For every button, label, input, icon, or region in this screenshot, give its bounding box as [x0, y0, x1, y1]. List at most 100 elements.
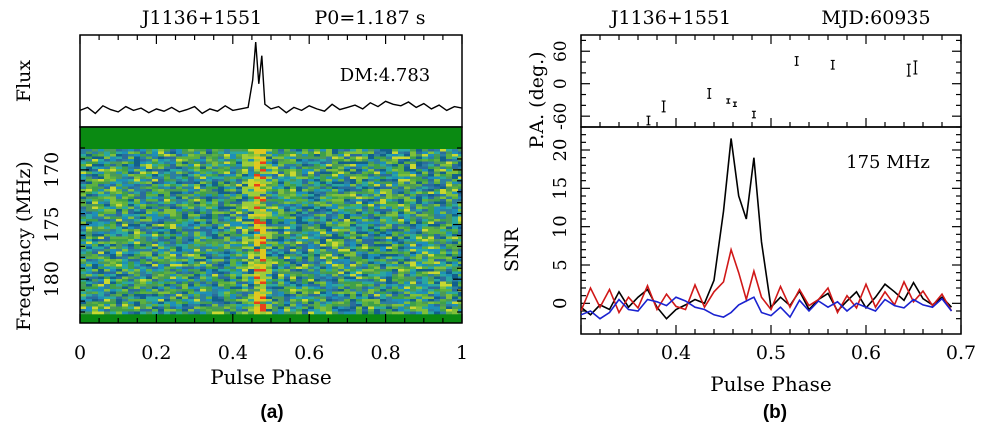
spectrum-pixel	[452, 231, 459, 235]
spectrum-pixel	[284, 206, 291, 210]
spectrum-pixel	[266, 156, 273, 160]
spectrum-pixel	[284, 239, 291, 242]
spectrum-pixel	[158, 219, 165, 222]
spectrum-pixel	[212, 254, 219, 257]
spectrum-pixel	[374, 189, 381, 192]
spectrum-pixel	[128, 289, 135, 292]
spectrum-pixel	[422, 224, 429, 227]
spectrum-pixel	[434, 234, 441, 237]
spectrum-pixel	[398, 246, 405, 250]
spectrum-pixel	[320, 244, 327, 247]
spectrum-pixel	[128, 266, 135, 270]
spectrum-pixel	[458, 236, 462, 240]
spectrum-pixel	[236, 276, 243, 280]
spectrum-pixel	[110, 149, 117, 152]
spectrum-pixel	[206, 221, 213, 225]
spectrum-pixel	[98, 231, 105, 235]
spectrum-pixel	[98, 261, 105, 265]
spectrum-pixel	[428, 209, 435, 212]
spectrum-pixel	[242, 171, 249, 175]
spectrum-pixel	[374, 164, 381, 167]
spectrum-pixel	[320, 194, 327, 197]
spectrum-pixel	[92, 239, 99, 242]
spectrum-pixel	[134, 201, 141, 205]
spectrum-pixel	[200, 246, 207, 250]
spectrum-pixel	[146, 291, 153, 295]
spectrum-pixel	[128, 274, 135, 277]
spectrum-pixel	[122, 254, 129, 257]
spectrum-pixel	[440, 306, 447, 310]
spectrum-pixel	[284, 306, 291, 310]
spectrum-pixel	[224, 289, 231, 292]
spectrum-pixel	[404, 294, 411, 297]
spectrum-pixel	[176, 166, 183, 170]
spectrum-pixel	[320, 234, 327, 237]
spectrum-pixel	[458, 189, 462, 192]
spectrum-pixel	[254, 241, 261, 245]
spectrum-pixel	[356, 166, 363, 170]
spectrum-pixel	[110, 201, 117, 205]
spectrum-pixel	[164, 304, 171, 307]
spectrum-pixel	[110, 309, 117, 312]
spectrum-pixel	[86, 254, 93, 257]
spectrum-pixel	[182, 254, 189, 257]
spectrum-pixel	[440, 234, 447, 237]
spectrum-pixel	[326, 224, 333, 227]
spectrum-pixel	[260, 306, 267, 310]
spectrum-pixel	[224, 286, 231, 290]
spectrum-pixel	[290, 246, 297, 250]
spectrum-pixel	[242, 261, 249, 265]
spectrum-pixel	[398, 166, 405, 170]
spectrum-pixel	[200, 206, 207, 210]
spectrum-pixel	[362, 176, 369, 180]
spectrum-pixel	[386, 149, 393, 152]
spectrum-pixel	[440, 204, 447, 207]
spectrum-pixel	[416, 301, 423, 305]
spectrum-pixel	[242, 294, 249, 297]
spectrum-pixel	[422, 301, 429, 305]
spectrum-pixel	[218, 261, 225, 265]
spectrum-pixel	[422, 249, 429, 252]
spectrum-pixel	[380, 196, 387, 200]
spectrum-pixel	[122, 179, 129, 182]
spectrum-pixel	[230, 164, 237, 167]
spectrum-pixel	[98, 281, 105, 285]
spectrum-pixel	[440, 164, 447, 167]
spectrum-pixel	[128, 251, 135, 255]
spectrum-pixel	[296, 234, 303, 237]
spectrum-pixel	[392, 276, 399, 280]
spectrum-pixel	[122, 206, 129, 210]
spectrum-pixel	[290, 251, 297, 255]
spectrum-pixel	[428, 279, 435, 282]
spectrum-pixel	[170, 299, 177, 302]
spectrum-pixel	[278, 299, 285, 302]
spectrum-pixel	[254, 176, 261, 180]
spectrum-pixel	[374, 191, 381, 195]
spectrum-pixel	[176, 241, 183, 245]
spectrum-pixel	[218, 159, 225, 162]
spectrum-pixel	[152, 269, 159, 272]
spectrum-pixel	[344, 184, 351, 187]
spectrum-pixel	[260, 214, 267, 217]
spectrum-pixel	[398, 296, 405, 300]
spectrum-pixel	[104, 191, 111, 195]
spectrum-pixel	[110, 246, 117, 250]
spectrum-pixel	[260, 284, 267, 287]
spectrum-pixel	[182, 149, 189, 152]
spectrum-pixel	[176, 244, 183, 247]
spectrum-pixel	[452, 284, 459, 287]
spectrum-pixel	[362, 276, 369, 280]
spectrum-pixel	[260, 161, 267, 165]
spectrum-pixel	[188, 176, 195, 180]
spectrum-pixel	[236, 179, 243, 182]
spectrum-pixel	[344, 269, 351, 272]
spectrum-pixel	[290, 191, 297, 195]
spectrum-pixel	[140, 229, 147, 232]
spectrum-pixel	[248, 191, 255, 195]
spectrum-pixel	[362, 259, 369, 262]
spectrum-pixel	[176, 194, 183, 197]
spectrum-pixel	[170, 231, 177, 235]
spectrum-pixel	[80, 276, 87, 280]
spectrum-pixel	[122, 176, 129, 180]
spectrum-pixel	[320, 221, 327, 225]
